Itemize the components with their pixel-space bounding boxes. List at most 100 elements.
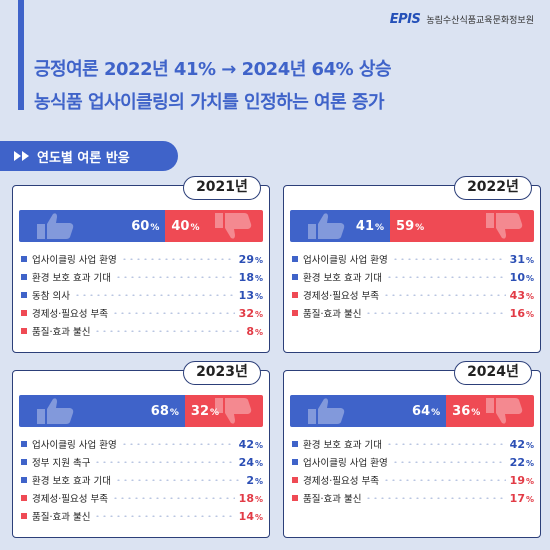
positive-bar: 60% (19, 210, 166, 242)
reason-value: 18% (238, 270, 263, 284)
square-marker-icon (21, 441, 27, 447)
reason-value: 8% (246, 324, 263, 338)
negative-percent: 40% (171, 218, 200, 234)
reason-list: 업사이클링 사업 환영 29% 환경 보호 효과 기대 18% 동참 의사 13% 경제성·… (21, 250, 263, 340)
reason-value: 19% (509, 473, 534, 487)
reason-row: 환경 보호 효과 기대 18% (21, 268, 263, 286)
positive-percent: 41% (355, 218, 385, 234)
dot-leader (385, 443, 506, 445)
reason-value: 18% (238, 491, 263, 505)
year-label: 2021년 (183, 176, 261, 200)
dot-leader (120, 443, 235, 445)
year-card: 2022년 41% 59% 업사이클링 사업 환영 31% 환경 보호 효과 기대 10% 경… (283, 176, 541, 353)
subheadline: 농식품 업사이클링의 가치를 인정하는 여론 증가 (34, 88, 385, 114)
reason-value: 14% (238, 509, 263, 523)
reason-value: 29% (238, 252, 263, 266)
negative-percent: 32% (190, 403, 220, 419)
reason-row: 품질·효과 불신 17% (292, 489, 534, 507)
reason-row: 경제성·필요성 부족 19% (292, 471, 534, 489)
thumb-icon (37, 398, 74, 424)
square-marker-icon (21, 274, 27, 280)
thumb-icon (214, 213, 252, 239)
thumb-icon (485, 213, 523, 239)
dot-leader (385, 276, 506, 278)
square-marker-icon (21, 477, 27, 483)
reason-row: 경제성·필요성 부족 43% (292, 286, 534, 304)
dot-leader (111, 497, 235, 499)
thumb-icon (37, 213, 74, 239)
square-marker-icon (21, 459, 27, 465)
reason-label: 경제성·필요성 부족 (32, 494, 108, 505)
reason-label: 환경 보호 효과 기대 (303, 440, 382, 451)
reason-list: 업사이클링 사업 환영 42% 정부 지원 촉구 24% 환경 보호 효과 기대 2% 경제… (21, 435, 263, 525)
negative-bar: 59% (390, 210, 534, 242)
reason-value: 10% (509, 270, 534, 284)
reason-label: 품질·효과 불신 (303, 494, 362, 505)
year-label: 2022년 (454, 176, 532, 200)
negative-percent: 59% (396, 218, 425, 234)
sentiment-bar: 68% 32% (19, 395, 263, 427)
dot-leader (94, 330, 243, 332)
dot-leader (114, 276, 235, 278)
reason-label: 품질·효과 불신 (303, 309, 362, 320)
dot-leader (382, 479, 506, 481)
square-marker-icon (21, 292, 27, 298)
reason-label: 경제성·필요성 부족 (32, 309, 108, 320)
reason-row: 환경 보호 효과 기대 10% (292, 268, 534, 286)
negative-bar: 40% (165, 210, 263, 242)
reason-row: 품질·효과 불신 14% (21, 507, 263, 525)
dot-leader (114, 479, 243, 481)
negative-percent: 36% (452, 403, 481, 419)
square-marker-icon (292, 256, 298, 262)
square-marker-icon (21, 310, 27, 316)
reason-value: 16% (509, 306, 534, 320)
dot-leader (391, 461, 506, 463)
sentiment-bar: 41% 59% (290, 210, 534, 242)
reason-row: 품질·효과 불신 8% (21, 322, 263, 340)
dot-leader (73, 294, 235, 296)
headline: 긍정여론 2022년 41% → 2024년 64% 상승 (34, 59, 392, 80)
positive-bar: 64% (290, 395, 447, 427)
square-marker-icon (292, 292, 298, 298)
reason-row: 경제성·필요성 부족 32% (21, 304, 263, 322)
year-label: 2024년 (454, 361, 532, 385)
positive-percent: 68% (150, 403, 179, 419)
org-name: 농림수산식품교육문화정보원 (426, 16, 534, 26)
reason-row: 경제성·필요성 부족 18% (21, 489, 263, 507)
square-marker-icon (292, 310, 298, 316)
square-marker-icon (292, 274, 298, 280)
reason-row: 환경 보호 효과 기대 42% (292, 435, 534, 453)
square-marker-icon (21, 328, 27, 334)
reason-row: 품질·효과 불신 16% (292, 304, 534, 322)
reason-label: 동참 의사 (32, 291, 70, 302)
dot-leader (365, 312, 506, 314)
square-marker-icon (292, 459, 298, 465)
reason-label: 환경 보호 효과 기대 (32, 273, 111, 284)
square-marker-icon (21, 495, 27, 501)
sentiment-bar: 64% 36% (290, 395, 534, 427)
dot-leader (94, 461, 235, 463)
positive-bar: 41% (290, 210, 391, 242)
reason-list: 환경 보호 효과 기대 42% 업사이클링 사업 환영 22% 경제성·필요성 부족 19… (292, 435, 534, 507)
square-marker-icon (21, 513, 27, 519)
thumb-icon (308, 398, 345, 424)
reason-value: 22% (509, 455, 534, 469)
reason-row: 업사이클링 사업 환영 31% (292, 250, 534, 268)
dot-leader (120, 258, 235, 260)
reason-label: 환경 보호 효과 기대 (32, 476, 111, 487)
square-marker-icon (292, 441, 298, 447)
reason-label: 정부 지원 촉구 (32, 458, 91, 469)
year-card: 2024년 64% 36% 환경 보호 효과 기대 42% 업사이클링 사업 환영 22% 경… (283, 361, 541, 538)
reason-row: 업사이클링 사업 환영 42% (21, 435, 263, 453)
accent-stripe (18, 0, 24, 110)
reason-label: 업사이클링 사업 환영 (32, 255, 117, 266)
dot-leader (94, 515, 235, 517)
year-card: 2023년 68% 32% 업사이클링 사업 환영 42% 정부 지원 촉구 24% 환경 보… (12, 361, 270, 538)
reason-label: 업사이클링 사업 환영 (303, 255, 388, 266)
reason-value: 42% (509, 437, 534, 451)
positive-percent: 60% (131, 218, 160, 234)
positive-percent: 64% (412, 403, 441, 419)
reason-row: 업사이클링 사업 환영 29% (21, 250, 263, 268)
positive-bar: 68% (19, 395, 185, 427)
thumb-icon (214, 398, 252, 424)
